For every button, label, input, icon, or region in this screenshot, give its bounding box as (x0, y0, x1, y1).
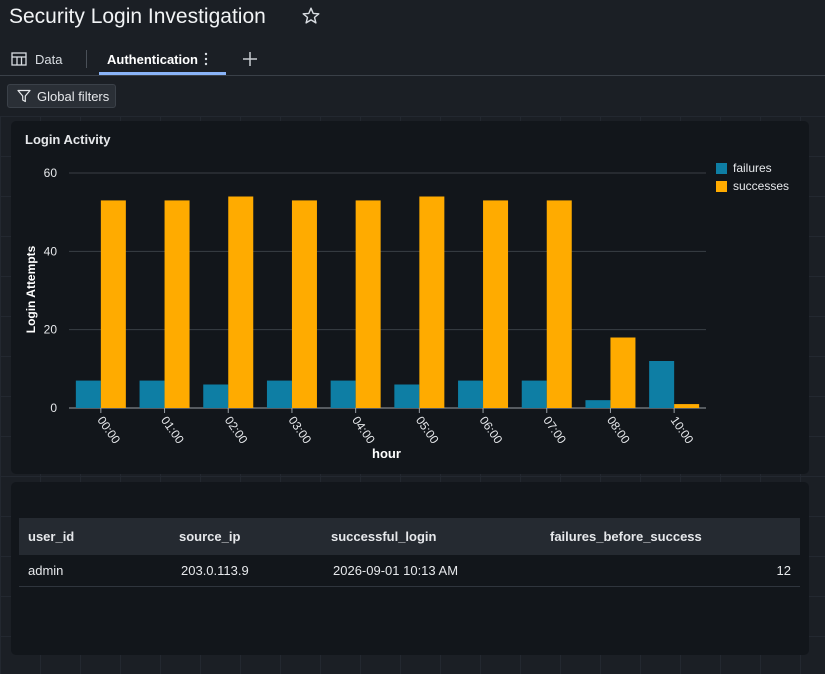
bar-failures (521, 380, 547, 408)
bar-successes (546, 200, 572, 408)
column-header-failures-before-success[interactable]: failures_before_success (550, 529, 702, 544)
column-header-user-id[interactable]: user_id (28, 529, 75, 544)
results-table-panel: user_id source_ip successful_login failu… (11, 482, 809, 655)
bar-failures (266, 380, 292, 408)
y-tick-label: 40 (44, 244, 58, 258)
column-header-successful-login[interactable]: successful_login (331, 529, 437, 544)
bar-failures (458, 380, 484, 408)
filter-bar: Global filters (0, 76, 825, 116)
bar-successes (419, 196, 445, 408)
bar-failures (649, 361, 675, 408)
table-row[interactable]: admin 203.0.113.9 2026-09-01 10:13 AM 12 (19, 555, 800, 587)
x-tick-label: 01:00 (158, 414, 187, 447)
bar-successes (483, 200, 509, 408)
table-icon (11, 52, 27, 66)
cell-failures-before-success: 12 (541, 555, 800, 587)
page-title: Security Login Investigation (9, 5, 266, 28)
filter-icon (17, 89, 31, 103)
y-tick-label: 20 (44, 323, 58, 337)
bar-failures (75, 380, 101, 408)
x-tick-label: 00:00 (94, 414, 123, 447)
legend-item-successes[interactable]: successes (716, 177, 789, 195)
legend-swatch-failures (716, 162, 727, 174)
y-axis-title: Login Attempts (24, 245, 38, 333)
add-tab-button[interactable] (240, 44, 260, 74)
tab-data-label: Data (35, 51, 63, 67)
column-header-source-ip[interactable]: source_ip (179, 529, 241, 544)
active-tab-indicator (99, 72, 226, 75)
tab-data[interactable]: Data (11, 44, 62, 74)
global-filters-button[interactable]: Global filters (7, 84, 116, 108)
table-header-row: user_id source_ip successful_login failu… (19, 518, 800, 555)
bar-failures (585, 400, 611, 408)
chart-legend: failures successes (716, 159, 789, 195)
legend-item-failures[interactable]: failures (716, 159, 789, 177)
plus-icon (243, 52, 257, 66)
dashboard-canvas: Login Activity 0 20 40 60 00:00 01:00 02:00 03:… (0, 116, 825, 674)
bar-successes (610, 337, 636, 408)
bar-successes (100, 200, 126, 408)
login-activity-panel: Login Activity 0 20 40 60 00:00 01:00 02:00 03:… (11, 121, 809, 474)
x-tick-label: 08:00 (604, 414, 633, 447)
bar-successes (355, 200, 381, 408)
tab-authentication[interactable]: Authentication (99, 44, 226, 75)
x-axis-title: hour (372, 446, 401, 461)
x-tick-label: 07:00 (540, 414, 569, 447)
legend-label-failures: failures (733, 161, 772, 175)
legend-swatch-successes (716, 180, 727, 192)
bar-failures (203, 384, 229, 408)
tab-divider (86, 50, 87, 68)
cell-source-ip: 203.0.113.9 (170, 555, 322, 587)
tab-bar: Data Authentication (0, 44, 825, 76)
bar-successes (164, 200, 190, 408)
x-tick-label: 02:00 (222, 414, 251, 447)
results-table: user_id source_ip successful_login failu… (19, 518, 800, 587)
x-tick-label: 03:00 (285, 414, 314, 447)
bar-failures (139, 380, 165, 408)
chart-title: Login Activity (25, 132, 111, 147)
global-filters-label: Global filters (37, 88, 110, 104)
star-icon[interactable] (301, 6, 321, 26)
bar-successes (228, 196, 254, 408)
bar-successes (674, 404, 700, 408)
cell-successful-login: 2026-09-01 10:13 AM (322, 555, 541, 587)
login-activity-chart: 0 20 40 60 00:00 01:00 02:00 03:00 04:00 05:00 06:… (24, 166, 706, 461)
x-tick-label: 06:00 (477, 414, 506, 447)
y-tick-label: 60 (44, 166, 58, 180)
x-tick-label: 04:00 (349, 414, 378, 447)
legend-label-successes: successes (733, 179, 790, 193)
cell-user-id: admin (19, 555, 170, 587)
y-tick-label: 0 (50, 401, 57, 415)
more-vertical-icon[interactable] (204, 52, 208, 66)
tab-authentication-label: Authentication (107, 51, 198, 67)
x-tick-label: 10:00 (668, 414, 697, 447)
bar-failures (330, 380, 356, 408)
bar-failures (394, 384, 420, 408)
x-tick-label: 05:00 (413, 414, 442, 447)
bar-successes (291, 200, 317, 408)
header: Security Login Investigation Data Authen… (0, 0, 825, 76)
